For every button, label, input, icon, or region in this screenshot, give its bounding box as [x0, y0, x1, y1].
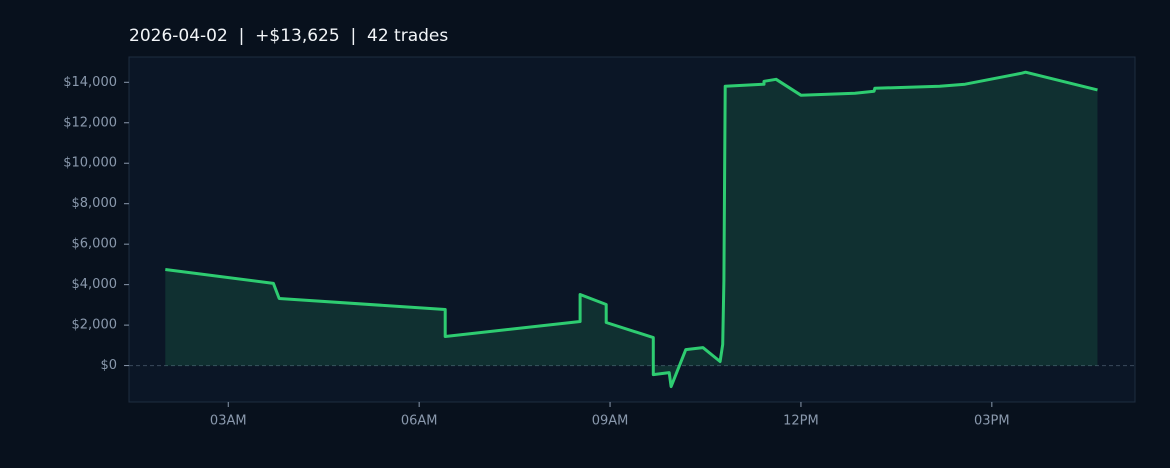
x-tick-label: 09AM [592, 414, 629, 429]
chart-title: 2026-04-02 | +$13,625 | 42 trades [129, 26, 448, 46]
x-tick-label: 06AM [401, 414, 438, 429]
y-tick-label: $8,000 [72, 196, 118, 211]
y-tick-label: $12,000 [63, 115, 117, 130]
y-tick-label: $0 [100, 358, 117, 373]
y-tick-label: $4,000 [72, 277, 118, 292]
x-tick-label: 03AM [210, 414, 247, 429]
x-tick-label: 03PM [974, 414, 1010, 429]
y-tick-label: $10,000 [63, 156, 117, 171]
area [165, 72, 1098, 387]
plot-area [128, 56, 1136, 403]
y-tick-label: $2,000 [72, 318, 118, 333]
y-tick-label: $14,000 [63, 75, 117, 90]
y-tick-label: $6,000 [72, 237, 118, 252]
x-tick-label: 12PM [783, 414, 819, 429]
line [165, 70, 1098, 389]
